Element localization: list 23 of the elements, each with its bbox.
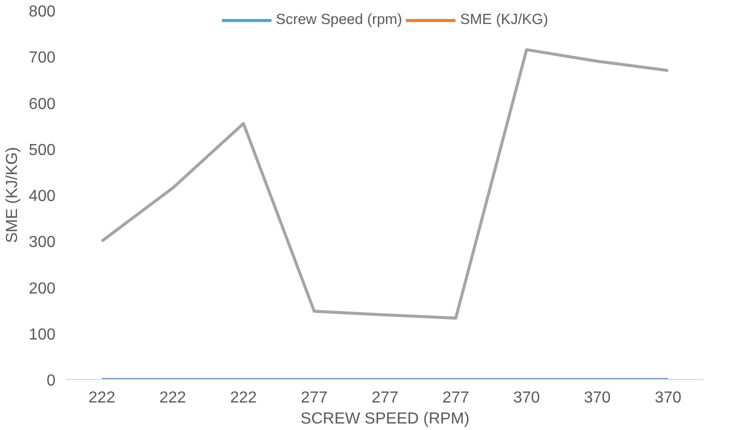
line-series xyxy=(100,48,670,320)
y-tick-label: 700 xyxy=(28,50,56,67)
x-tick-label: 370 xyxy=(513,390,540,406)
y-axis-title: SME (KJ/KG) xyxy=(4,146,21,244)
legend-label: SME (KJ/KG) xyxy=(460,12,548,28)
y-tick-label: 200 xyxy=(28,280,56,298)
x-tick-label: 222 xyxy=(230,390,257,406)
y-tick-label: 500 xyxy=(28,142,56,159)
x-tick-label: 277 xyxy=(300,390,328,406)
x-tick-label: 222 xyxy=(159,390,186,406)
x-tick-label: 277 xyxy=(442,390,470,406)
y-tick-label: 100 xyxy=(28,326,56,344)
x-tick-label: 370 xyxy=(654,390,682,406)
x-tick-label: 222 xyxy=(88,390,116,406)
legend-label: Screw Speed (rpm) xyxy=(276,12,402,28)
x-tick-label: 277 xyxy=(372,390,398,406)
y-tick-label: 600 xyxy=(28,96,56,113)
x-axis-title: SCREW SPEED (RPM) xyxy=(300,410,470,428)
y-tick-label: 400 xyxy=(28,188,56,205)
y-tick-label: 300 xyxy=(28,234,56,252)
y-tick-label: 800 xyxy=(28,4,56,20)
x-tick-label: 370 xyxy=(584,390,611,406)
y-tick-label: 0 xyxy=(46,372,56,390)
